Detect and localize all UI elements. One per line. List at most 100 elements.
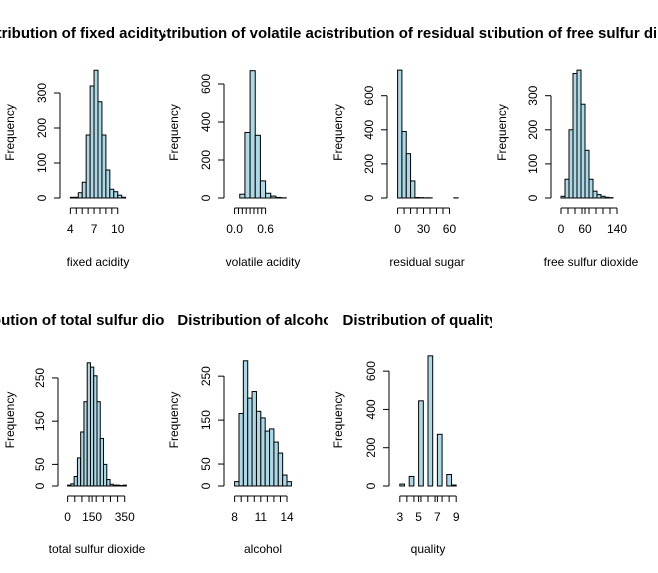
y-tick-label: 400 [364, 399, 378, 419]
histogram-bar [600, 195, 606, 199]
x-tick-label: 4 [67, 222, 74, 236]
y-axis-label: Frequency [3, 392, 17, 449]
histogram-bar [247, 397, 253, 487]
histogram-bar [427, 355, 434, 487]
histogram-bar [264, 430, 271, 487]
histogram-volatile-acidity: Distribution of volatile acidity 0.0 0.6 0 2… [143, 25, 354, 269]
chart-title: Distribution of total sulfur dioxide [0, 312, 194, 329]
x-axis-label: quality [411, 542, 446, 556]
y-tick-label: 300 [526, 85, 540, 105]
histogram-bar [564, 178, 570, 199]
y-tick-label: 250 [199, 366, 213, 386]
histogram-bar [576, 69, 582, 199]
histogram-bar [103, 463, 108, 487]
histogram-bar [251, 391, 257, 487]
histogram-bar [450, 484, 457, 487]
histogram-bar [270, 195, 277, 199]
histogram-bar [265, 192, 272, 199]
histogram-quality: Distribution of quality 3 5 7 9 0 200 400 600 qua… [331, 312, 499, 556]
histogram-bar [234, 481, 240, 487]
x-tick-label: 11 [255, 510, 268, 524]
histogram-bar [580, 103, 586, 199]
x-tick-label: 140 [607, 222, 627, 236]
histogram-bar [282, 474, 288, 487]
x-tick-label: 30 [417, 222, 431, 236]
x-tick-label: 5 [415, 510, 422, 524]
histogram-bar [260, 417, 266, 487]
histogram-bar [560, 195, 566, 199]
histogram-bar [588, 178, 594, 199]
histogram-bar [418, 400, 424, 487]
y-axis-label: Frequency [495, 104, 509, 161]
y-tick-label: 400 [199, 112, 213, 132]
x-axis-label: residual sugar [389, 255, 464, 269]
histogram-bar [259, 180, 267, 199]
y-tick-label: 600 [199, 74, 213, 94]
histogram-bar [399, 483, 406, 487]
histogram-alcohol: Distribution of alcohol 8 11 14 0 50 150 250 alc… [167, 312, 336, 556]
y-tick-label: 600 [362, 85, 376, 105]
chart-title: Distribution of volatile acidity [143, 25, 354, 42]
histogram-bar [397, 69, 403, 199]
y-tick-label: 200 [526, 119, 540, 139]
y-tick-label: 600 [364, 361, 378, 381]
histogram-bar [568, 129, 574, 199]
histogram-bar [408, 475, 415, 487]
x-tick-label: 60 [578, 222, 592, 236]
x-tick-label: 3 [396, 510, 403, 524]
y-tick-label: 0 [364, 482, 378, 489]
x-tick-label: 350 [115, 510, 135, 524]
histogram-bar [275, 196, 282, 199]
histogram-bar [106, 479, 111, 487]
histogram-bar [77, 192, 83, 199]
x-tick-label: 7 [434, 510, 441, 524]
histogram-bar [105, 169, 111, 199]
histogram-bar [410, 180, 416, 199]
chart-title: Distribution of alcohol [177, 312, 336, 329]
x-tick-label: 9 [453, 510, 460, 524]
y-tick-label: 50 [199, 457, 213, 471]
x-tick-label: 0.6 [257, 222, 274, 236]
histogram-bar [254, 134, 261, 199]
x-tick-label: 0 [64, 510, 71, 524]
y-axis-label: Frequency [331, 104, 345, 161]
histogram-bar [69, 196, 79, 199]
y-tick-label: 0 [35, 194, 49, 201]
y-axis-label: Frequency [331, 392, 345, 449]
chart-title: Distribution of fixed acidity [0, 25, 167, 42]
y-tick-label: 400 [362, 119, 376, 139]
y-axis-label: Frequency [167, 104, 181, 161]
histogram-bar [239, 193, 246, 199]
histogram-bar [446, 474, 452, 487]
histogram-bar [113, 191, 119, 199]
histogram-bar [89, 85, 95, 199]
histogram-bar [401, 131, 407, 199]
x-axis-label: total sulfur dioxide [49, 542, 146, 556]
chart-title: Distribution of free sulfur dioxide [460, 25, 658, 42]
y-tick-label: 0 [33, 482, 47, 489]
histogram-bar [109, 188, 115, 199]
histogram-bar [244, 131, 251, 199]
histogram-bar [572, 73, 578, 199]
y-tick-label: 200 [364, 437, 378, 457]
histogram-bar [286, 481, 292, 487]
x-tick-label: 0.0 [226, 222, 243, 236]
x-tick-label: 0 [394, 222, 401, 236]
histogram-bar [242, 360, 249, 487]
x-axis-label: volatile acidity [226, 255, 301, 269]
histogram-bar [249, 70, 256, 199]
y-tick-label: 200 [199, 150, 213, 170]
histogram-bar [117, 194, 123, 199]
x-axis-label: fixed acidity [67, 255, 130, 269]
y-axis-label: Frequency [3, 104, 17, 161]
y-tick-label: 50 [33, 457, 47, 471]
histogram-bar [238, 413, 244, 487]
histogram-free-sulfur-dioxide: Distribution of free sulfur dioxide 0 60 14… [460, 25, 658, 269]
chart-title: Distribution of residual sugar [310, 25, 519, 42]
x-axis-label: alcohol [244, 542, 282, 556]
x-axis-label: free sulfur dioxide [544, 255, 639, 269]
histogram-total-sulfur-dioxide: Distribution of total sulfur dioxide 0 150… [0, 312, 194, 556]
chart-title: Distribution of quality [343, 312, 499, 329]
x-tick-label: 0 [558, 222, 565, 236]
